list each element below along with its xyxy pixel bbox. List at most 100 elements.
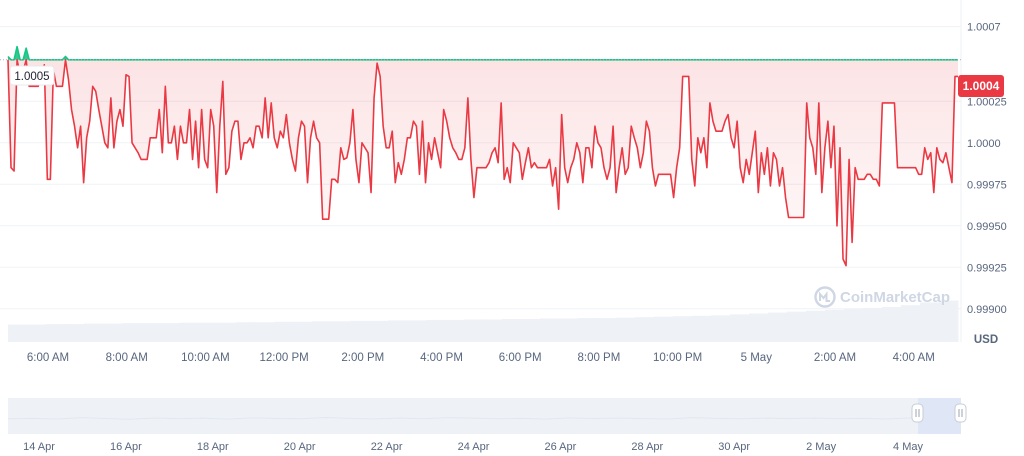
volume-bars <box>8 300 959 342</box>
volume-bar <box>540 318 560 342</box>
volume-bar <box>768 312 788 342</box>
volume-bar <box>901 305 921 342</box>
volume-bar <box>939 300 959 342</box>
y-tick-label: 1.0000 <box>967 138 1001 150</box>
volume-bar <box>502 319 522 342</box>
volume-bar <box>749 313 769 342</box>
volume-bar <box>122 323 142 342</box>
price-area-fill <box>8 59 958 266</box>
volume-bar <box>578 318 598 342</box>
navigator-tick-label: 2 May <box>806 441 836 453</box>
volume-bar <box>844 308 864 342</box>
volume-bar <box>654 316 674 342</box>
volume-bar <box>711 315 731 342</box>
price-area-above-fill <box>8 46 958 60</box>
volume-bar <box>46 324 66 342</box>
volume-bar <box>84 323 104 342</box>
volume-bar <box>331 321 351 342</box>
y-tick-label: 0.99900 <box>967 304 1007 316</box>
navigator-right-handle[interactable] <box>954 403 967 423</box>
navigator-left-handle[interactable] <box>911 403 924 423</box>
volume-bar <box>882 307 902 342</box>
x-tick-label: 6:00 PM <box>499 352 542 364</box>
volume-bar <box>863 307 883 342</box>
y-axis: 1.0007 1.00025 1.0000 0.99975 0.99950 0.99925… <box>967 22 1007 316</box>
y-tick-label: 0.99950 <box>967 221 1007 233</box>
volume-bar <box>407 320 427 342</box>
current-price-badge-label: 1.0004 <box>963 79 1000 93</box>
volume-bar <box>388 320 408 342</box>
x-tick-label: 4:00 AM <box>893 352 935 364</box>
volume-bar <box>160 323 180 342</box>
x-tick-label: 2:00 PM <box>341 352 384 364</box>
volume-bar <box>673 316 693 342</box>
price-line-below <box>7 59 958 267</box>
volume-bar <box>369 320 389 342</box>
x-tick-label: 8:00 PM <box>577 352 620 364</box>
navigator-tick-label: 14 Apr <box>23 441 55 453</box>
navigator-tick-label: 24 Apr <box>458 441 490 453</box>
navigator-tick-label: 16 Apr <box>110 441 142 453</box>
volume-bar <box>65 324 85 342</box>
range-navigator[interactable]: 14 Apr 16 Apr 18 Apr 20 Apr 22 Apr 24 Apr 26 A… <box>7 398 967 453</box>
navigator-tick-label: 30 Apr <box>718 441 750 453</box>
x-tick-label: 6:00 AM <box>27 352 69 364</box>
coinmarketcap-logo-icon <box>814 286 836 308</box>
x-tick-label: 12:00 PM <box>259 352 308 364</box>
volume-bar <box>426 319 446 342</box>
volume-bar <box>825 309 845 342</box>
coinmarketcap-logo-mark <box>819 291 830 302</box>
volume-bar <box>236 322 256 342</box>
volume-bar <box>635 317 655 342</box>
x-tick-label: 5 May <box>741 352 773 364</box>
volume-bar <box>141 323 161 342</box>
volume-bar <box>179 322 199 342</box>
reference-badge-bg <box>9 65 55 86</box>
y-tick-label: 1.0007 <box>967 22 1001 34</box>
volume-bar <box>293 321 313 342</box>
navigator-axis: 14 Apr 16 Apr 18 Apr 20 Apr 22 Apr 24 Apr 26 A… <box>23 441 923 453</box>
volume-bar <box>255 322 275 342</box>
navigator-tick-label: 18 Apr <box>197 441 229 453</box>
x-tick-label: 10:00 PM <box>653 352 702 364</box>
price-area <box>8 46 958 266</box>
volume-bar <box>920 302 940 342</box>
volume-bar <box>730 314 750 342</box>
volume-bar <box>274 321 294 342</box>
volume-bar <box>217 322 237 342</box>
reference-badge-label: 1.0005 <box>14 71 49 83</box>
volume-bar <box>103 323 123 342</box>
volume-bar <box>312 321 332 342</box>
navigator-selection[interactable] <box>918 398 961 434</box>
volume-bar <box>521 319 541 342</box>
x-tick-label: 10:00 AM <box>181 352 230 364</box>
watermark-text: CoinMarketCap <box>840 289 950 306</box>
x-tick-label: 2:00 AM <box>814 352 856 364</box>
current-price-badge-bg <box>958 75 1004 97</box>
price-line-above <box>7 45 958 61</box>
volume-bar <box>8 324 28 342</box>
navigator-tick-label: 22 Apr <box>371 441 403 453</box>
volume-bar <box>27 324 47 342</box>
volume-bar <box>464 319 484 342</box>
y-tick-label: 1.00025 <box>967 96 1007 108</box>
navigator-tick-label: 4 May <box>893 441 923 453</box>
volume-bar <box>445 319 465 342</box>
navigator-tick-label: 20 Apr <box>284 441 316 453</box>
navigator-track <box>8 398 961 434</box>
volume-bar <box>483 319 503 342</box>
x-tick-label: 4:00 PM <box>420 352 463 364</box>
y-tick-label: 0.99975 <box>967 179 1007 191</box>
volume-bar <box>597 318 617 342</box>
coinmarketcap-watermark: CoinMarketCap <box>814 286 950 308</box>
volume-bar <box>787 311 807 342</box>
x-axis: 6:00 AM 8:00 AM 10:00 AM 12:00 PM 2:00 PM 4:0… <box>27 352 935 364</box>
navigator-tick-label: 26 Apr <box>544 441 576 453</box>
volume-bar <box>692 315 712 342</box>
navigator-series <box>7 417 962 420</box>
volume-bar <box>198 322 218 342</box>
currency-label: USD <box>974 334 998 346</box>
volume-bar <box>806 310 826 342</box>
